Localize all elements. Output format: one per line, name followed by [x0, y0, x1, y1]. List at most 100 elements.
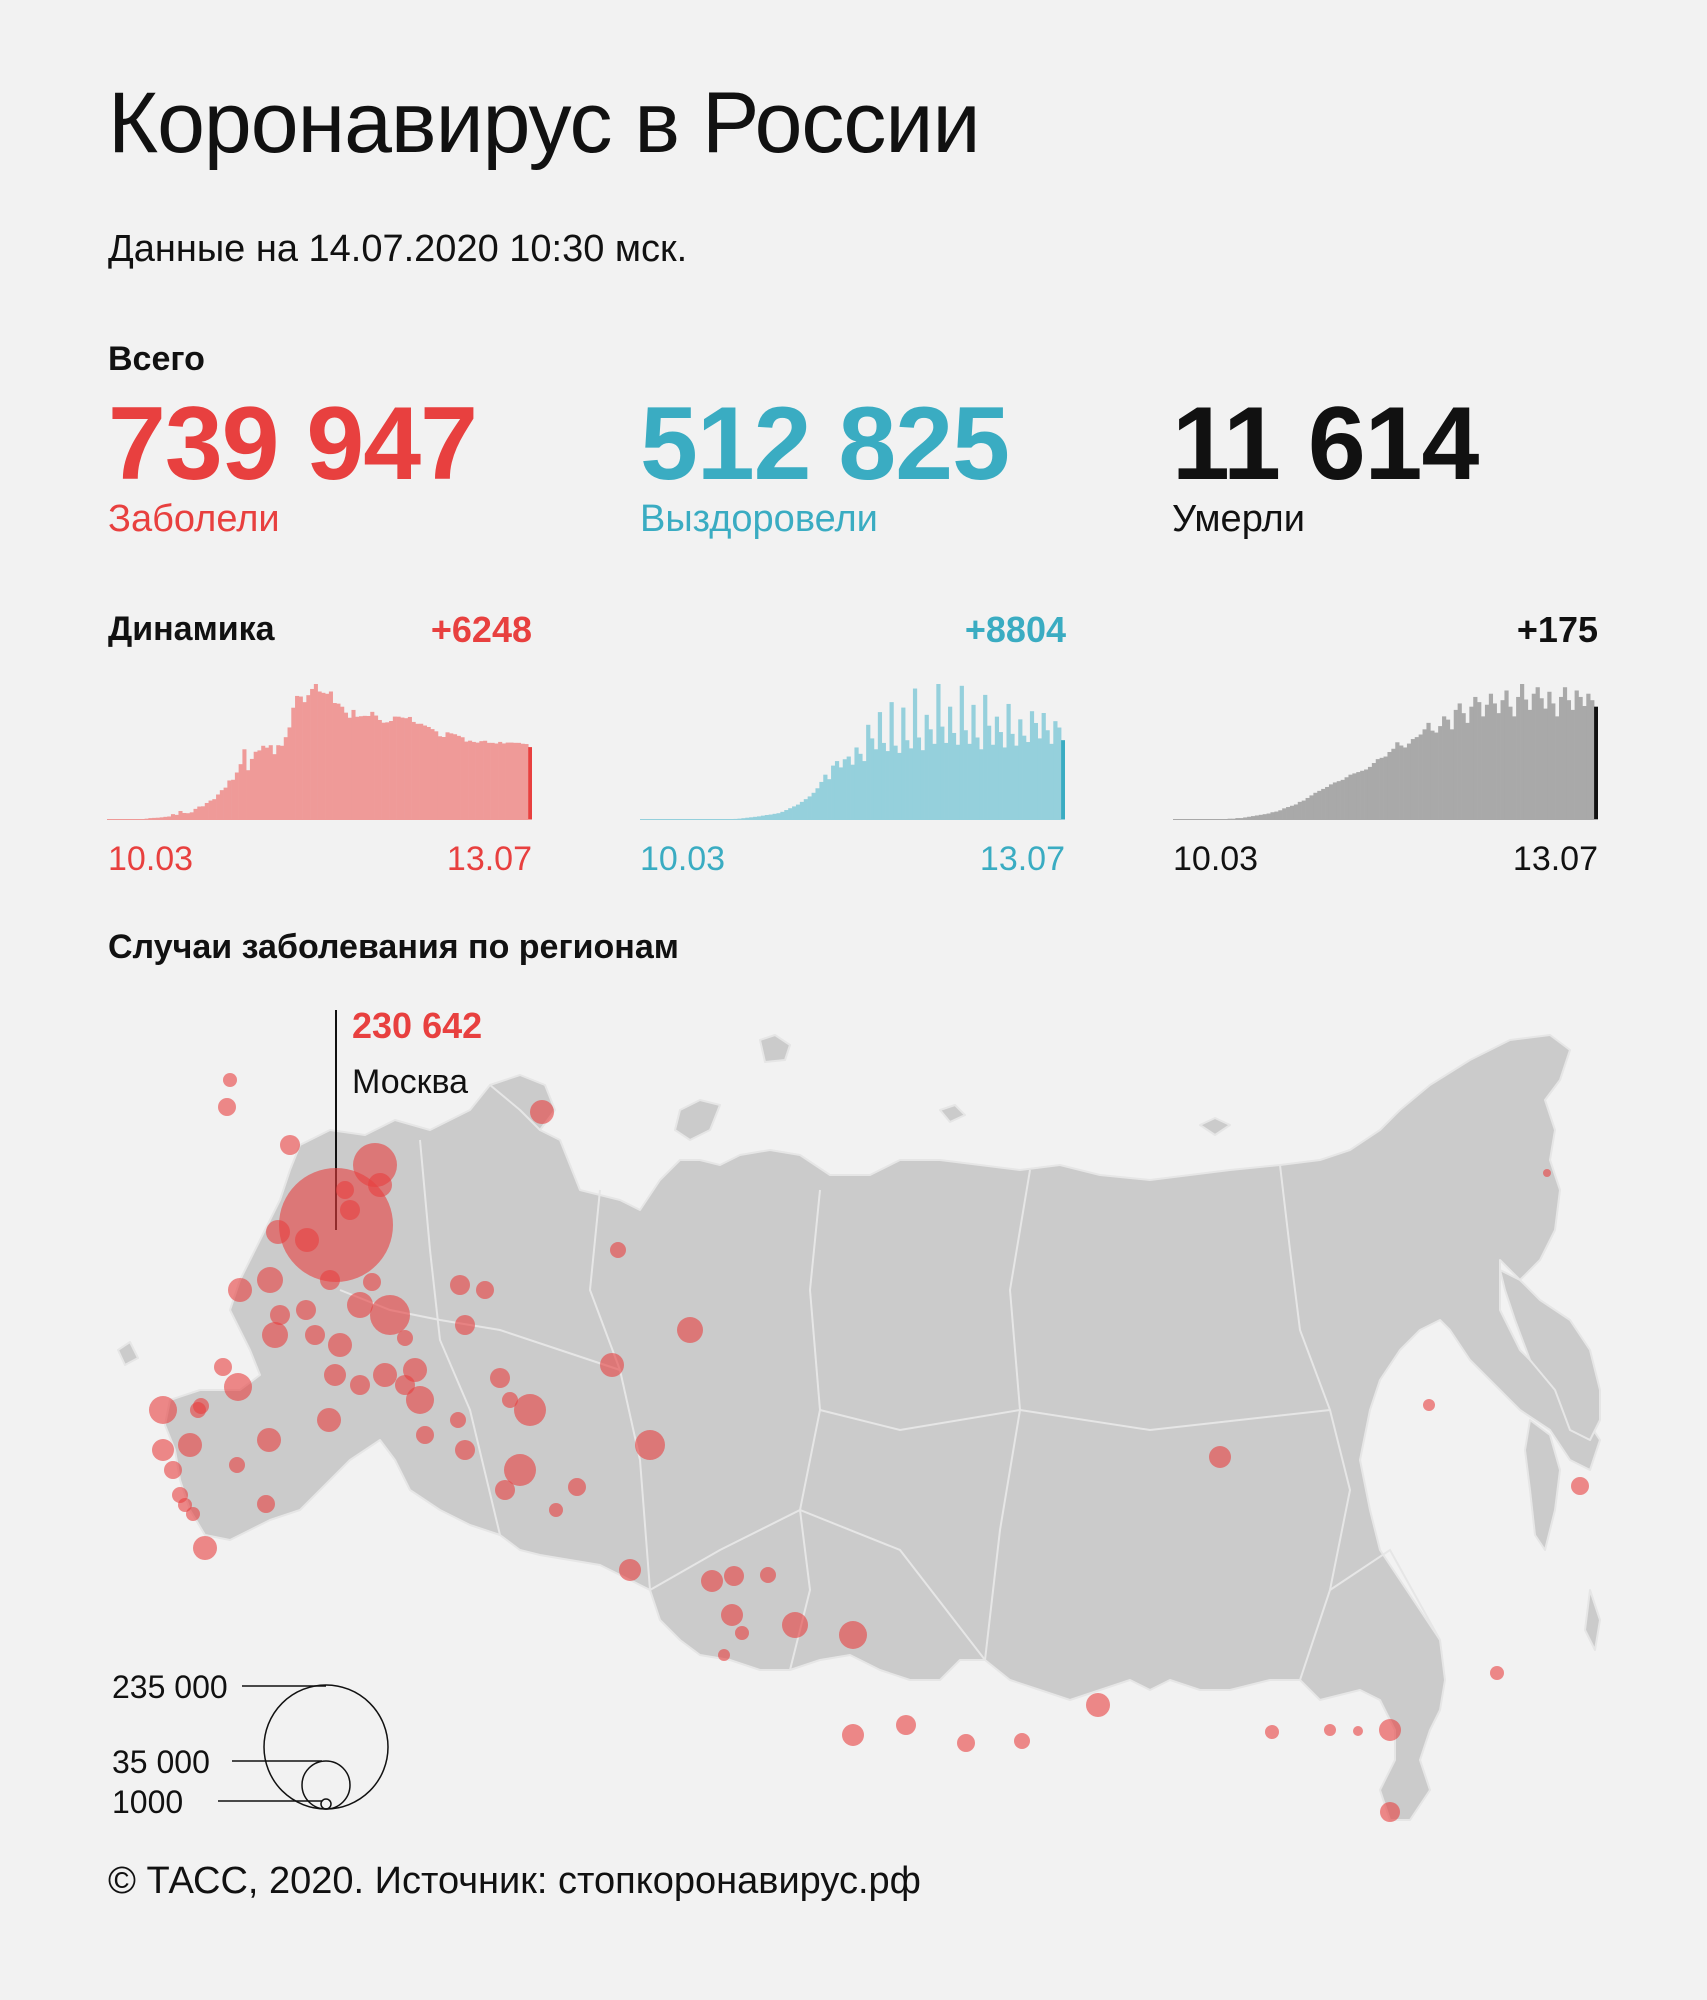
spark-bar: [185, 813, 191, 820]
spark-bar: [1578, 696, 1583, 820]
region-dot: [406, 1386, 434, 1414]
spark-bar: [975, 737, 980, 820]
deaths-sparkline: [1173, 684, 1598, 820]
recovered-end-date: 13.07: [979, 840, 1065, 878]
spark-bar: [317, 691, 322, 820]
spark-bar: [283, 737, 288, 820]
spark-bar: [193, 808, 198, 820]
region-dot: [721, 1604, 743, 1626]
legend-label-large: 235 000: [112, 1669, 228, 1705]
spark-bar: [298, 696, 303, 820]
region-dot: [1380, 1802, 1400, 1822]
spark-bar: [1282, 808, 1287, 820]
region-dot: [610, 1242, 626, 1258]
spark-bar: [231, 779, 236, 820]
region-dot: [490, 1368, 510, 1388]
spark-bar: [823, 774, 828, 820]
spark-bar: [948, 706, 953, 820]
region-dot: [842, 1724, 864, 1746]
spark-bar: [1523, 699, 1529, 820]
spark-bar: [1566, 700, 1572, 820]
region-dot: [280, 1135, 300, 1155]
spark-bar: [152, 817, 157, 820]
spark-bar: [516, 742, 522, 820]
spark-bar: [1422, 729, 1427, 820]
region-dot: [320, 1270, 340, 1290]
spark-bar: [212, 799, 217, 820]
spark-bar: [928, 729, 933, 820]
spark-bar: [1297, 801, 1302, 820]
spark-bar: [1438, 726, 1443, 820]
spark-bar: [1442, 716, 1447, 820]
region-dot: [504, 1454, 536, 1486]
spark-bar: [1243, 817, 1248, 820]
moscow-value: 230 642: [352, 1005, 482, 1046]
recovered-delta: +8804: [964, 609, 1066, 650]
spark-bar: [178, 811, 183, 820]
spark-bar: [1473, 696, 1478, 820]
region-dot: [476, 1281, 494, 1299]
spark-bar: [261, 745, 266, 820]
region-dot: [164, 1461, 182, 1479]
region-dot: [214, 1358, 232, 1376]
spark-bar: [159, 817, 164, 820]
region-dot: [1353, 1726, 1363, 1736]
spark-bar: [385, 722, 390, 820]
spark-bar: [1014, 745, 1019, 820]
spark-bar: [936, 684, 941, 820]
spark-bar: [347, 717, 352, 820]
spark-bar: [901, 707, 906, 820]
spark-bar: [1410, 739, 1416, 820]
region-dot: [350, 1375, 370, 1395]
region-dot: [224, 1373, 252, 1401]
region-dot: [229, 1457, 245, 1473]
recovered-start-date: 10.03: [640, 840, 726, 878]
spark-bar: [528, 747, 532, 820]
page-title: Коронавирус в России: [108, 75, 980, 171]
spark-bar: [163, 816, 168, 820]
region-dot: [1265, 1725, 1279, 1739]
region-dot: [455, 1440, 475, 1460]
region-dot: [340, 1200, 360, 1220]
region-dot: [530, 1100, 554, 1124]
region-dot: [1324, 1724, 1336, 1736]
spark-bar: [216, 794, 221, 820]
spark-bar: [1375, 759, 1380, 820]
spark-bar: [1539, 698, 1544, 820]
spark-bar: [1018, 719, 1023, 820]
spark-bar: [1520, 684, 1525, 820]
spark-bar: [1418, 734, 1423, 820]
spark-bar: [223, 787, 228, 820]
spark-bar: [362, 715, 367, 820]
spark-bar: [434, 731, 439, 820]
spark-bar: [1527, 709, 1533, 820]
spark-bar: [242, 749, 247, 820]
spark-bar: [264, 747, 270, 820]
spark-bar: [426, 726, 431, 820]
spark-bar: [276, 745, 281, 820]
spark-bar: [1449, 729, 1455, 820]
spark-bar: [328, 691, 333, 820]
spark-bar: [377, 719, 382, 820]
spark-bar: [155, 817, 160, 820]
region-dot: [957, 1734, 975, 1752]
spark-bar: [1543, 708, 1548, 820]
spark-bar: [1010, 733, 1015, 820]
deaths-delta: +175: [1516, 609, 1598, 650]
region-dot: [718, 1649, 730, 1661]
spark-bar: [772, 813, 777, 820]
spark-bar: [1414, 737, 1419, 820]
spark-bar: [998, 732, 1003, 820]
spark-bar: [524, 744, 529, 820]
spark-bar: [468, 740, 473, 820]
spark-bar: [340, 706, 345, 820]
spark-bar: [1488, 693, 1494, 820]
region-dot: [149, 1396, 177, 1424]
spark-bar: [520, 743, 525, 820]
spark-bar: [1305, 797, 1310, 820]
spark-bar: [1559, 696, 1564, 820]
spark-bar: [768, 814, 773, 820]
spark-bar: [1492, 703, 1497, 820]
spark-bar: [959, 685, 964, 820]
spark-bar: [1461, 713, 1466, 820]
